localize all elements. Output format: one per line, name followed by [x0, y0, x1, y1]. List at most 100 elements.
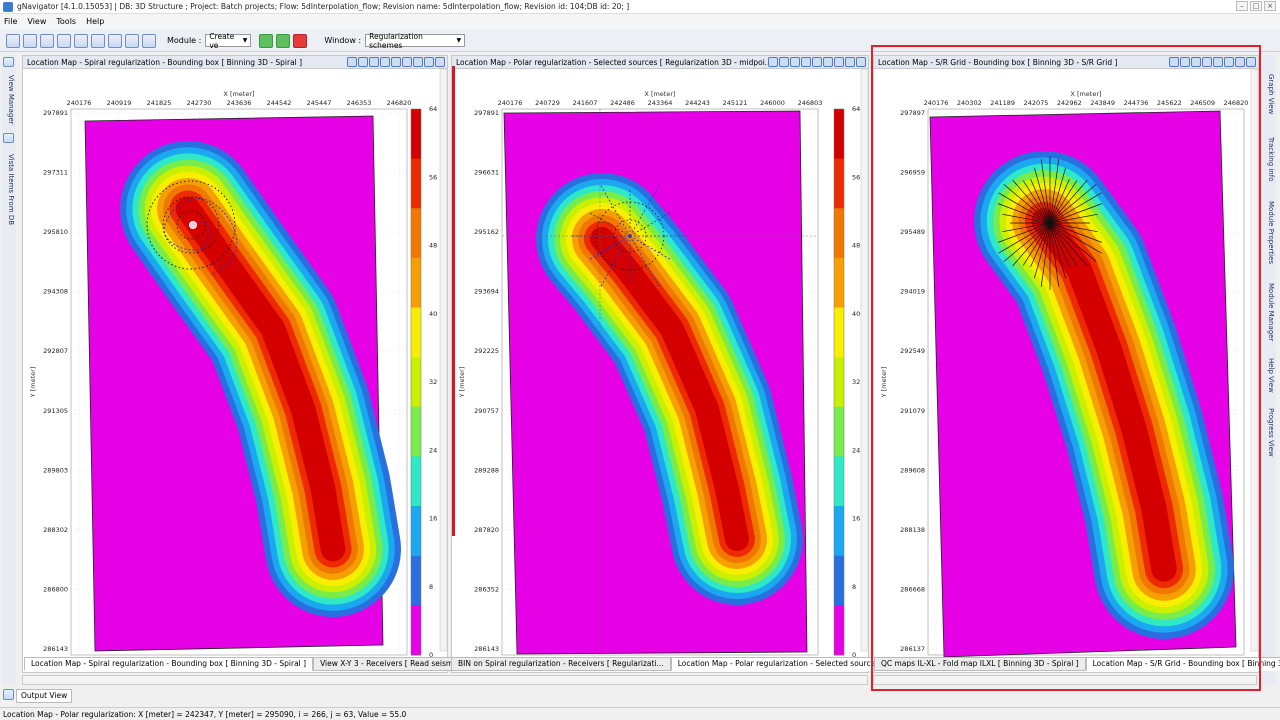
- sr-ray: [1002, 222, 1051, 233]
- pan-icon[interactable]: [1213, 57, 1223, 67]
- y-tick-label: 286143: [43, 645, 68, 653]
- view-manager-tab[interactable]: View Manager: [7, 75, 15, 125]
- menu-help[interactable]: Help: [86, 17, 105, 26]
- module-properties-tab[interactable]: Module Properties: [1267, 201, 1275, 265]
- horizontal-scrollbar-right[interactable]: [873, 675, 1257, 685]
- y-tick-label: 296631: [474, 169, 499, 177]
- measure-icon[interactable]: [435, 57, 445, 67]
- vertical-scrollbar[interactable]: [860, 69, 869, 652]
- menu-file[interactable]: File: [4, 17, 18, 26]
- refresh-icon[interactable]: [108, 33, 122, 48]
- sr-ray: [1003, 222, 1051, 262]
- save-icon[interactable]: [40, 33, 54, 48]
- zoom-in-icon[interactable]: [1191, 57, 1201, 67]
- zoom-in-icon[interactable]: [369, 57, 379, 67]
- palette-icon[interactable]: [1246, 57, 1256, 67]
- colorbar-segment: [834, 555, 844, 606]
- graph-view-tab[interactable]: Graph View: [1267, 73, 1275, 115]
- stop-icon[interactable]: [293, 33, 308, 48]
- y-tick-label: 286137: [900, 645, 925, 653]
- select-icon[interactable]: [1224, 57, 1234, 67]
- colorbar-segment: [411, 109, 421, 160]
- menu-view[interactable]: View: [27, 17, 47, 26]
- y-tick-label: 295162: [474, 228, 499, 236]
- zoom-out-icon[interactable]: [1202, 57, 1212, 67]
- select-icon[interactable]: [823, 57, 833, 67]
- zoom-out-icon[interactable]: [801, 57, 811, 67]
- close-icon[interactable]: ×: [1264, 1, 1276, 11]
- export-icon[interactable]: [358, 57, 368, 67]
- polar-ray: [600, 185, 631, 237]
- download-icon[interactable]: [1235, 57, 1245, 67]
- tracking-info-tab[interactable]: Tracking info: [1267, 136, 1275, 182]
- settings-icon[interactable]: [768, 57, 778, 67]
- zoom-out-icon[interactable]: [380, 57, 390, 67]
- sr-ray: [1012, 179, 1051, 224]
- layout-dropdown-icon[interactable]: [142, 33, 156, 48]
- db-icon[interactable]: [3, 133, 14, 143]
- sr-ray: [1049, 178, 1070, 224]
- sr-ray: [1022, 180, 1051, 224]
- menu-tools[interactable]: Tools: [56, 17, 77, 26]
- horizontal-scrollbar[interactable]: [22, 675, 868, 685]
- select-icon[interactable]: [402, 57, 412, 67]
- tab-qc-maps-fold[interactable]: QC maps IL-XL - Fold map ILXL [ Binning …: [874, 657, 1086, 671]
- zoom-in-icon[interactable]: [790, 57, 800, 67]
- y-tick-label: 292549: [900, 347, 925, 355]
- sr-ray: [1002, 213, 1051, 224]
- zoom-fit-icon[interactable]: [125, 33, 139, 48]
- palette-icon[interactable]: [845, 57, 855, 67]
- colorbar-segment: [411, 456, 421, 507]
- location-map-panel-spiral[interactable]: Location Map - Spiral regularization - B…: [22, 55, 448, 673]
- location-map-panel-polar[interactable]: Location Map - Polar regularization - Se…: [451, 55, 869, 673]
- tab-location-map-spiral[interactable]: Location Map - Spiral regularization - B…: [24, 657, 314, 671]
- flow-icon[interactable]: [74, 33, 88, 48]
- expand-icon[interactable]: [3, 57, 14, 67]
- help-view-tab[interactable]: Help View: [1267, 357, 1275, 393]
- download-icon[interactable]: [834, 57, 844, 67]
- progress-view-tab[interactable]: Progress View: [1267, 407, 1275, 457]
- database-icon[interactable]: [57, 33, 71, 48]
- colorbar-tick-label: 8: [429, 583, 433, 591]
- tab-location-map-sr-grid[interactable]: Location Map - S/R Grid - Bounding box […: [1085, 657, 1280, 671]
- vertical-scrollbar[interactable]: [439, 69, 448, 652]
- vertical-scrollbar[interactable]: [1250, 69, 1259, 652]
- minimize-icon[interactable]: –: [1236, 1, 1248, 11]
- fold-map-plot[interactable]: X [meter] Y [meter] 240176 240919 241825 2427…: [23, 69, 449, 673]
- settings-icon[interactable]: [347, 57, 357, 67]
- export-icon[interactable]: [1180, 57, 1190, 67]
- export-icon[interactable]: [91, 33, 105, 48]
- module-select[interactable]: Create ve ▼: [205, 32, 252, 50]
- sr-ray: [1040, 159, 1051, 224]
- run-icon[interactable]: [259, 33, 274, 48]
- output-view-tab[interactable]: Output View: [16, 689, 73, 703]
- maximize-icon[interactable]: □: [1250, 1, 1262, 11]
- settings-icon[interactable]: [1169, 57, 1179, 67]
- export-icon[interactable]: [779, 57, 789, 67]
- x-tick-label: 246000: [760, 99, 785, 107]
- colorbar-tick-label: 32: [852, 378, 860, 386]
- pan-icon[interactable]: [391, 57, 401, 67]
- sr-ray: [997, 222, 1051, 243]
- location-map-panel-sr-grid[interactable]: Location Map - S/R Grid - Bounding box […: [873, 55, 1259, 673]
- fold-map-plot[interactable]: X [meter]Y [meter]240176 240729 241607 2424…: [452, 69, 870, 673]
- open-icon[interactable]: [23, 33, 37, 48]
- tab-bin-spiral-receivers[interactable]: BIN on Spiral regularization - Receivers…: [451, 657, 671, 671]
- download-icon[interactable]: [413, 57, 423, 67]
- run-step-icon[interactable]: [276, 33, 291, 48]
- y-tick-label: 292807: [43, 347, 68, 355]
- measure-icon[interactable]: [856, 57, 866, 67]
- colorbar-tick-label: 40: [429, 310, 437, 318]
- new-icon[interactable]: [6, 33, 20, 48]
- pan-icon[interactable]: [812, 57, 822, 67]
- vista-items-tab[interactable]: Vista Items From DB: [7, 154, 15, 226]
- window-select[interactable]: Regularization schemes ▼: [365, 32, 466, 50]
- y-tick-label: 295489: [900, 228, 925, 236]
- title-bar: gNavigator [4.1.0.15053] | DB: 3D Struct…: [0, 0, 1280, 14]
- fold-map-plot[interactable]: X [meter] Y [meter] 240176 240302 241189 2420…: [874, 69, 1260, 673]
- palette-icon[interactable]: [424, 57, 434, 67]
- spiral-ring: [162, 196, 220, 254]
- y-tick-label: 286800: [43, 585, 68, 593]
- colorbar-segment: [834, 456, 844, 507]
- module-manager-tab[interactable]: Module Manager: [1267, 282, 1275, 342]
